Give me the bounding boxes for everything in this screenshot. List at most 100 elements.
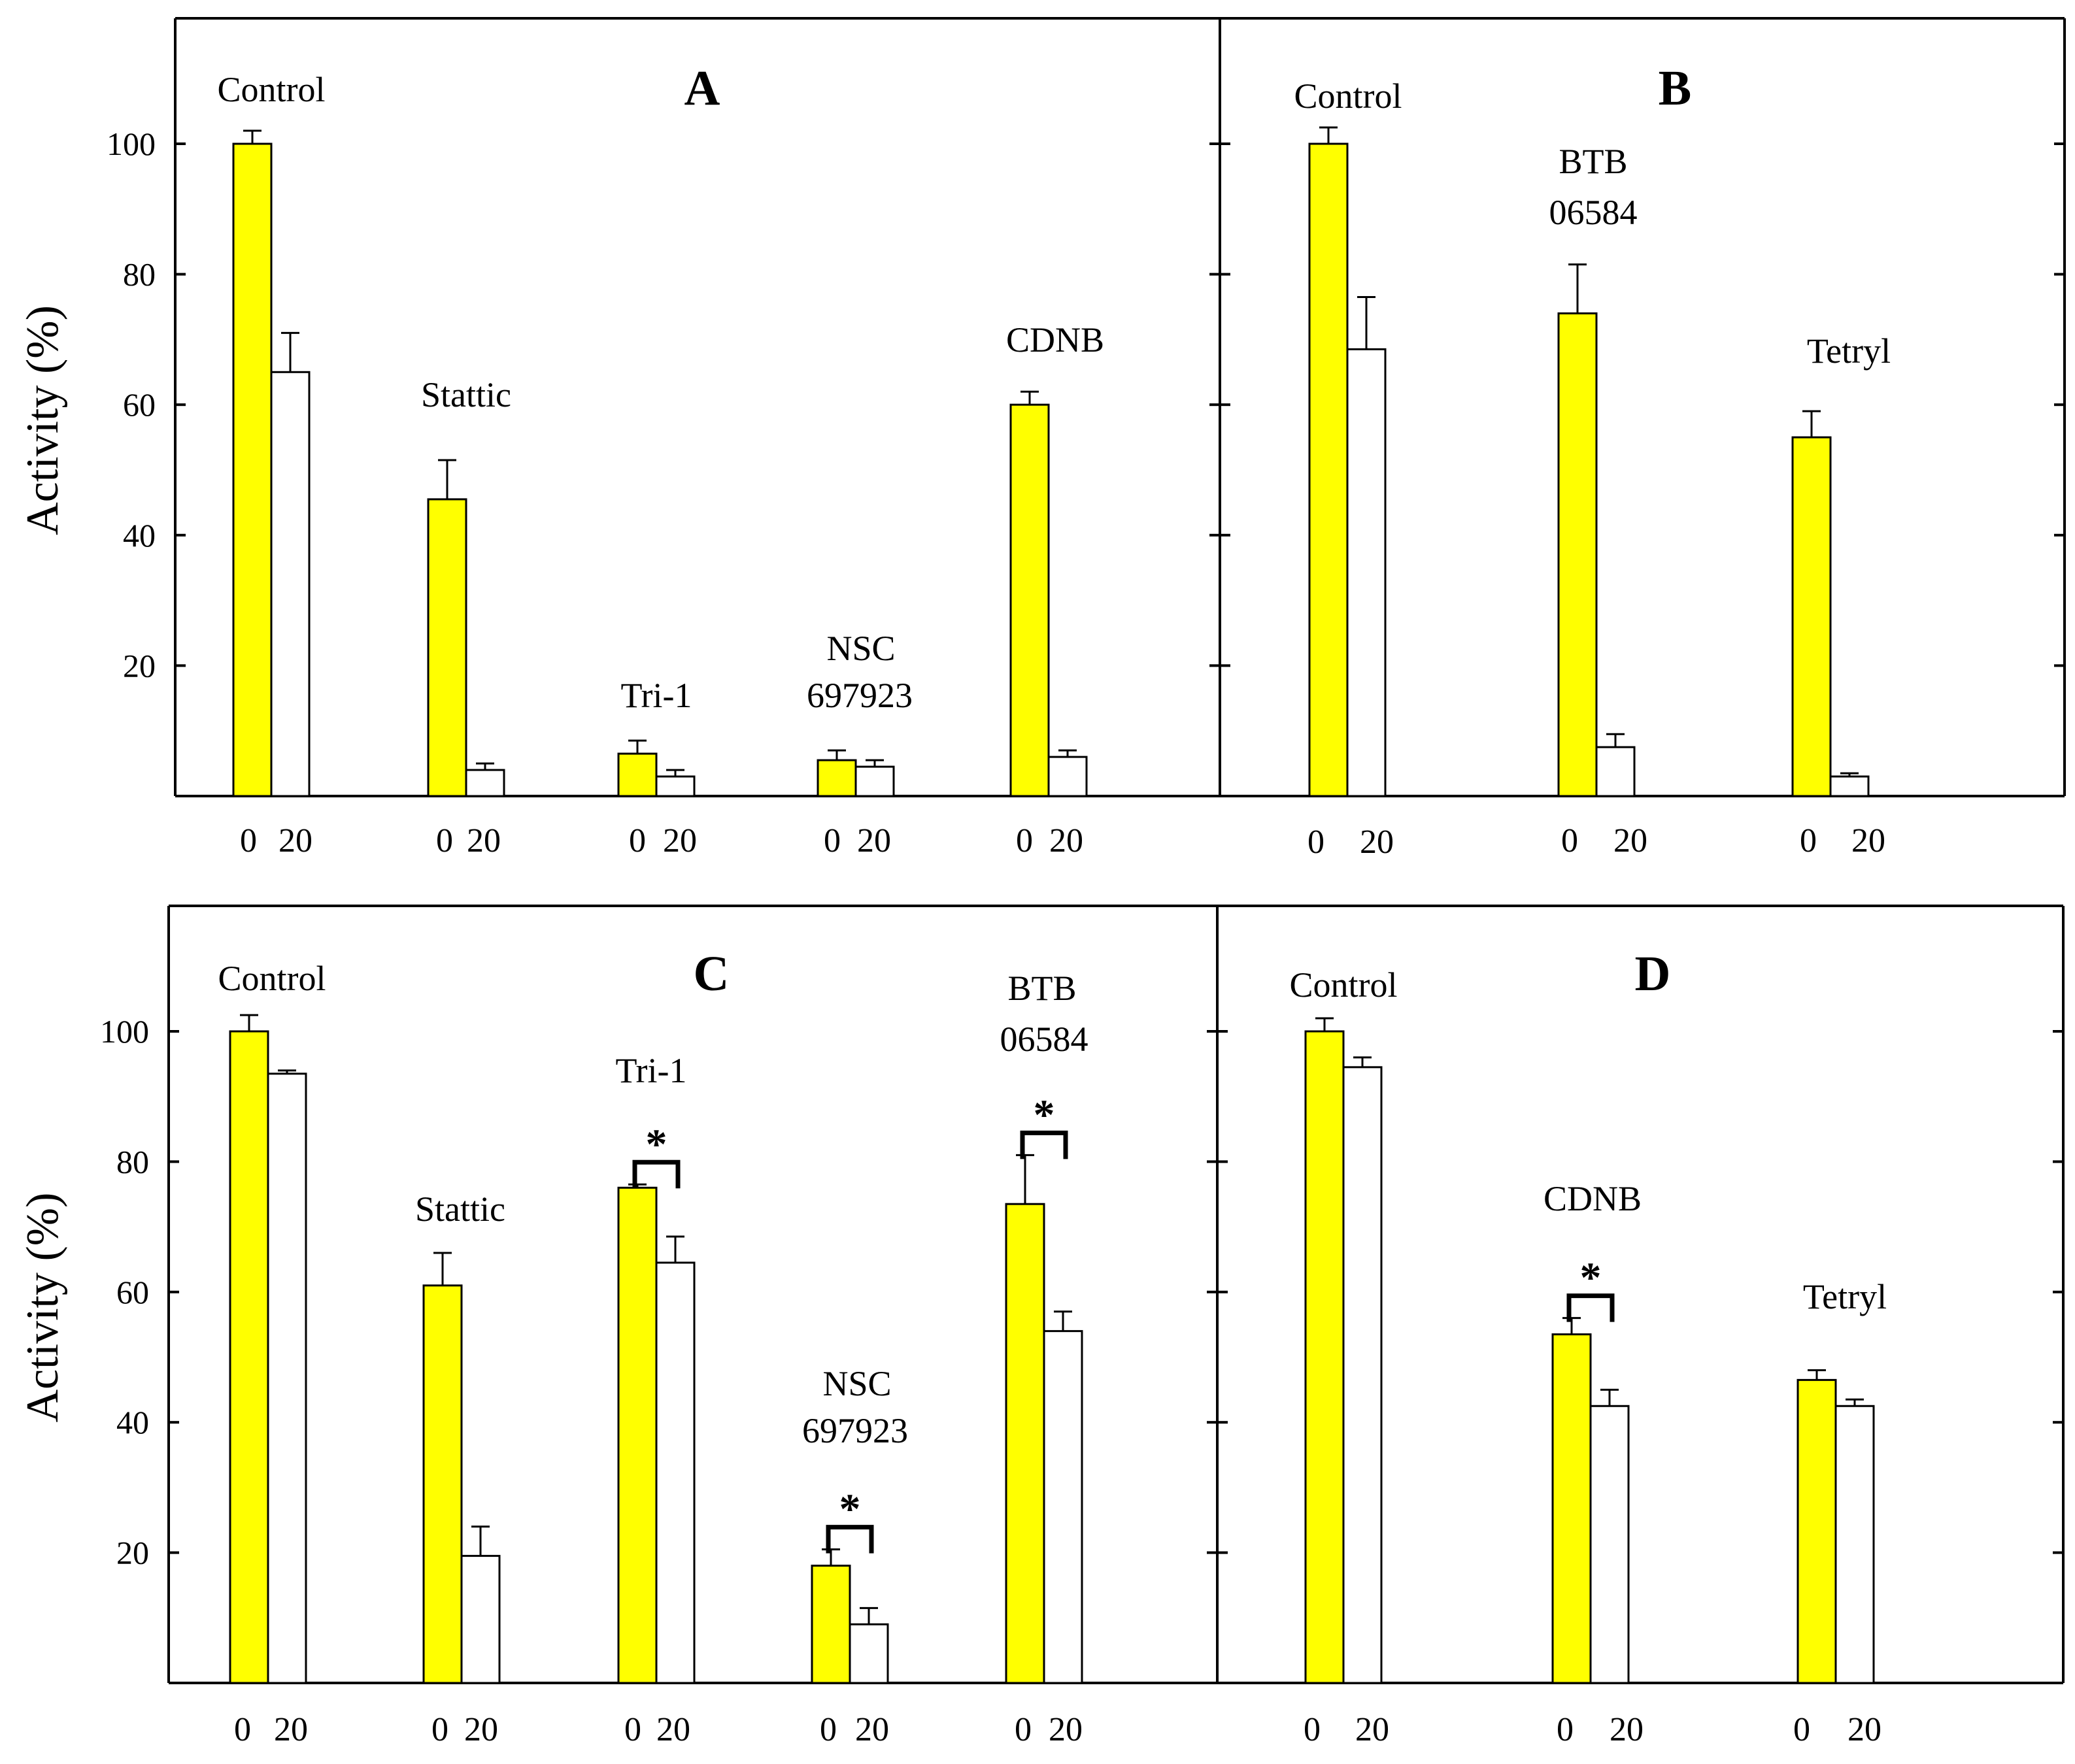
bar-conc-20: [270, 371, 311, 797]
y-tick-label: 100: [107, 125, 156, 162]
significance-bracket: [1020, 1130, 1068, 1159]
bar-conc-20: [460, 1555, 501, 1684]
panel-label: C: [694, 946, 730, 1001]
group-label: Tri-1: [620, 676, 692, 715]
group-label: NSC: [822, 1364, 891, 1403]
bar-group: Tetryl 0 20: [1791, 331, 1891, 859]
group-label: Control: [217, 70, 325, 109]
bar-group: NSC 697923 0 20: [807, 629, 913, 859]
x-tick-label: 20: [1355, 1711, 1389, 1748]
group-label: CDNB: [1006, 320, 1104, 359]
bar-group: Stattic 0 20: [415, 1190, 505, 1748]
x-tick-label: 0: [1015, 1711, 1032, 1748]
bar-conc-20: [1043, 1330, 1083, 1684]
x-tick-label: 20: [663, 822, 697, 859]
x-tick-label: 20: [467, 822, 501, 859]
group-label: CDNB: [1544, 1179, 1642, 1218]
significance-star: *: [646, 1120, 667, 1168]
significance-star: *: [839, 1486, 861, 1533]
bar-group: Tri-1 0 20: [617, 676, 697, 859]
group-label: Tetryl: [1807, 331, 1891, 371]
x-tick-label: 20: [1851, 822, 1885, 859]
group-label: Tetryl: [1803, 1277, 1887, 1316]
y-tick-label: 20: [123, 647, 156, 684]
x-tick-label: 20: [464, 1711, 498, 1748]
x-tick-label: 0: [1793, 1711, 1810, 1748]
group-label: 697923: [802, 1411, 908, 1450]
x-tick-label: 0: [240, 822, 257, 859]
bar-group: Tri-1 0 20 *: [615, 1051, 696, 1748]
group-label: 697923: [807, 676, 913, 715]
x-tick-label: 20: [1610, 1711, 1644, 1748]
bar-group: CDNB 0 20: [1006, 320, 1104, 859]
bar-group: Control 0 20: [1294, 76, 1402, 861]
x-tick-label: 0: [1561, 822, 1578, 859]
x-tick-label: 0: [1557, 1711, 1574, 1748]
bar-group: Tetryl 0 20: [1793, 1277, 1887, 1748]
x-tick-label: 0: [1307, 824, 1324, 861]
bar-group: BTB 06584 0 20 *: [1000, 969, 1088, 1748]
bar-conc-0: [1791, 436, 1832, 797]
x-tick-label: 0: [431, 1711, 448, 1748]
x-tick-label: 20: [278, 822, 312, 859]
bar-conc-0: [427, 498, 467, 797]
x-tick-label: 0: [436, 822, 453, 859]
y-axis-title: Activity (%): [18, 305, 68, 535]
x-tick-label: 20: [857, 822, 891, 859]
bar-group: BTB 06584 0 20: [1549, 142, 1648, 859]
significance-star: *: [1580, 1254, 1602, 1302]
bar-conc-0: [1557, 312, 1598, 797]
y-tick-label: 40: [123, 517, 156, 554]
group-label: BTB: [1559, 142, 1627, 181]
x-tick-label: 0: [1800, 822, 1817, 859]
bar-conc-0: [1304, 1030, 1345, 1684]
bar-conc-0: [1308, 142, 1349, 797]
x-tick-label: 20: [656, 1711, 690, 1748]
group-label: Control: [1289, 965, 1397, 1005]
y-tick-label: 80: [123, 256, 156, 293]
bar-group: CDNB 0 20 *: [1544, 1179, 1644, 1748]
x-tick-label: 0: [234, 1711, 251, 1748]
group-label: Tri-1: [615, 1051, 686, 1090]
bar-group: Control 0 20: [217, 70, 325, 859]
y-tick-label: 40: [116, 1404, 149, 1440]
bar-conc-20: [854, 765, 895, 797]
group-label: BTB: [1007, 969, 1076, 1008]
bar-conc-0: [1009, 403, 1050, 797]
bar-conc-20: [1834, 1405, 1875, 1684]
x-tick-label: 20: [274, 1711, 308, 1748]
y-tick-label: 20: [116, 1535, 149, 1571]
x-tick-label: 0: [1016, 822, 1033, 859]
bar-conc-20: [1589, 1405, 1630, 1684]
bar-conc-20: [267, 1073, 307, 1684]
bar-conc-20: [849, 1623, 889, 1684]
bar-conc-0: [229, 1030, 269, 1684]
bar-conc-20: [655, 1261, 696, 1684]
group-label: Control: [1294, 76, 1402, 116]
panel-label: D: [1635, 946, 1671, 1001]
x-tick-label: 0: [629, 822, 646, 859]
group-label: 06584: [1549, 193, 1638, 232]
x-tick-label: 20: [1360, 824, 1394, 861]
significance-bracket: [826, 1525, 874, 1554]
y-axis-title: Activity (%): [18, 1193, 68, 1423]
bar-conc-0: [617, 1186, 658, 1684]
significance-bracket: [632, 1159, 681, 1189]
x-tick-label: 20: [1613, 822, 1647, 859]
group-label: NSC: [826, 629, 895, 668]
bar-conc-0: [1005, 1203, 1045, 1684]
bar-conc-0: [617, 752, 658, 797]
bar-conc-0: [422, 1284, 463, 1684]
bar-group: Stattic 0 20: [421, 375, 511, 859]
group-label: Control: [218, 959, 326, 998]
bar-conc-0: [1797, 1378, 1837, 1684]
y-tick-label: 100: [100, 1013, 149, 1050]
x-tick-label: 0: [624, 1711, 641, 1748]
bar-conc-20: [1829, 775, 1870, 797]
group-label: 06584: [1000, 1020, 1088, 1059]
bar-conc-20: [1595, 746, 1636, 797]
bar-conc-20: [655, 775, 696, 797]
panel-label: A: [684, 61, 720, 116]
